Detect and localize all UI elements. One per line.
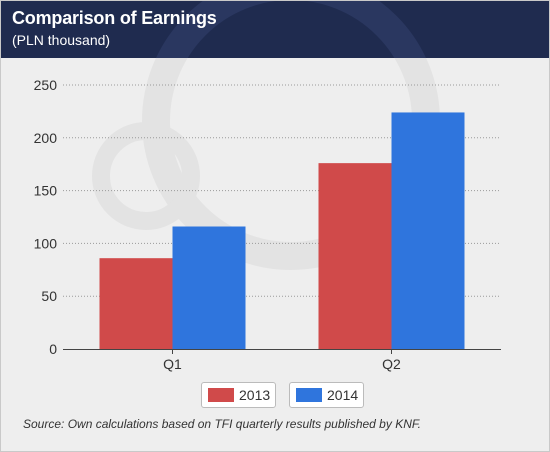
legend-item-2014: 2014	[289, 382, 364, 408]
legend-swatch-2013	[208, 388, 234, 402]
bars	[99, 112, 465, 350]
chart-subtitle: (PLN thousand)	[12, 32, 111, 48]
y-tick-label: 50	[41, 288, 57, 304]
legend: 2013 2014	[1, 382, 549, 408]
y-tick-label: 200	[34, 130, 58, 146]
y-tick-label: 150	[34, 183, 58, 199]
x-tick-label: Q1	[163, 356, 182, 372]
bar-chart: 0 50 100 150 200 250 Q1 Q2	[34, 58, 501, 372]
x-tick-label: Q2	[382, 356, 401, 372]
bar-2013-Q2	[318, 163, 392, 349]
bar-2013-Q1	[99, 258, 173, 349]
y-tick-label: 250	[34, 77, 58, 93]
legend-swatch-2014	[296, 388, 322, 402]
bar-2014-Q2	[391, 112, 465, 350]
chart-title: Comparison of Earnings	[12, 8, 217, 28]
chart-header: Comparison of Earnings (PLN thousand)	[1, 1, 549, 58]
legend-label-2013: 2013	[239, 387, 271, 403]
bar-2014-Q1	[172, 226, 246, 349]
legend-label-2014: 2014	[327, 387, 359, 403]
y-tick-label: 0	[49, 341, 57, 357]
y-tick-label: 100	[34, 235, 58, 251]
source-note: Source: Own calculations based on TFI qu…	[23, 417, 421, 431]
x-axis-ticks: Q1 Q2	[163, 349, 401, 372]
y-axis-ticks: 0 50 100 150 200 250	[34, 77, 58, 357]
legend-item-2013: 2013	[201, 382, 276, 408]
